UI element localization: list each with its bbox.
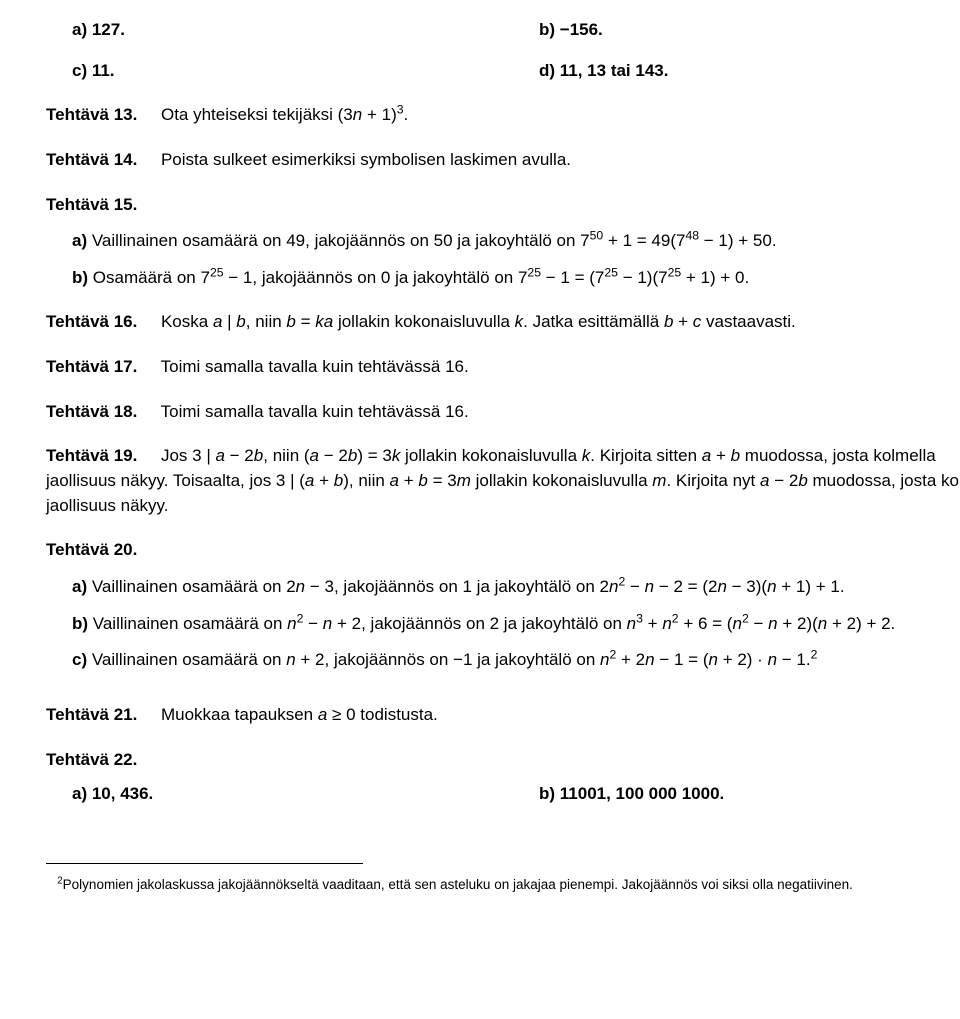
task-15-label: Tehtävä 15. — [46, 195, 137, 214]
task-13-text: Ota yhteiseksi tekijäksi (3n + 1)3. — [161, 105, 408, 124]
task-20: Tehtävä 20. — [46, 538, 960, 563]
task-15: Tehtävä 15. — [46, 193, 960, 218]
task-16: Tehtävä 16. Koska a | b, niin b = ka jol… — [46, 310, 960, 335]
task-17-label: Tehtävä 17. — [46, 357, 137, 376]
task-20-b: b) Vaillinainen osamäärä on n2 − n + 2, … — [72, 612, 960, 637]
task-13: Tehtävä 13. Ota yhteiseksi tekijäksi (3n… — [46, 103, 960, 128]
task-18-text: Toimi samalla tavalla kuin tehtävässä 16… — [161, 402, 469, 421]
task-18: Tehtävä 18. Toimi samalla tavalla kuin t… — [46, 400, 960, 425]
footnote-2: 2Polynomien jakolaskussa jakojäännökselt… — [46, 875, 960, 895]
task-22-b: b) 11001, 100 000 1000. — [539, 784, 724, 803]
task-20-label: Tehtävä 20. — [46, 540, 137, 559]
task-22: Tehtävä 22. — [46, 748, 960, 773]
task-21-label: Tehtävä 21. — [46, 705, 137, 724]
task-19-text: Jos 3 | a − 2b, niin (a − 2b) = 3k jolla… — [46, 446, 960, 514]
answers-row-1: a) 127. b) −156. — [46, 18, 960, 43]
task-20-c: c) Vaillinainen osamäärä on n + 2, jakoj… — [72, 648, 960, 673]
task-16-label: Tehtävä 16. — [46, 312, 137, 331]
task-15-a: a) Vaillinainen osamäärä on 49, jakojään… — [72, 229, 960, 254]
task-17-text: Toimi samalla tavalla kuin tehtävässä 16… — [161, 357, 469, 376]
task-22-answers: a) 10, 436. b) 11001, 100 000 1000. — [46, 782, 960, 807]
footnote-text: Polynomien jakolaskussa jakojäännökseltä… — [63, 877, 853, 892]
task-21-text: Muokkaa tapauksen a ≥ 0 todistusta. — [161, 705, 438, 724]
task-19-label: Tehtävä 19. — [46, 446, 137, 465]
answers-row-2: c) 11. d) 11, 13 tai 143. — [46, 59, 960, 84]
answer-b: b) −156. — [539, 20, 603, 39]
task-16-text: Koska a | b, niin b = ka jollakin kokona… — [161, 312, 796, 331]
task-15-b: b) Osamäärä on 725 − 1, jakojäännös on 0… — [72, 266, 960, 291]
answer-a: a) 127. — [72, 20, 125, 39]
task-14: Tehtävä 14. Poista sulkeet esimerkiksi s… — [46, 148, 960, 173]
task-20-a: a) Vaillinainen osamäärä on 2n − 3, jako… — [72, 575, 960, 600]
task-22-a: a) 10, 436. — [72, 784, 153, 803]
answer-d: d) 11, 13 tai 143. — [539, 61, 668, 80]
task-14-text: Poista sulkeet esimerkiksi symbolisen la… — [161, 150, 571, 169]
answer-c: c) 11. — [72, 61, 115, 80]
task-18-label: Tehtävä 18. — [46, 402, 137, 421]
task-14-label: Tehtävä 14. — [46, 150, 137, 169]
task-21: Tehtävä 21. Muokkaa tapauksen a ≥ 0 todi… — [46, 703, 960, 728]
task-17: Tehtävä 17. Toimi samalla tavalla kuin t… — [46, 355, 960, 380]
footnote-rule — [46, 863, 363, 868]
task-13-label: Tehtävä 13. — [46, 105, 137, 124]
task-19: Tehtävä 19. Jos 3 | a − 2b, niin (a − 2b… — [46, 444, 960, 518]
task-22-label: Tehtävä 22. — [46, 750, 137, 769]
footnote-ref-2: 2 — [811, 648, 818, 662]
